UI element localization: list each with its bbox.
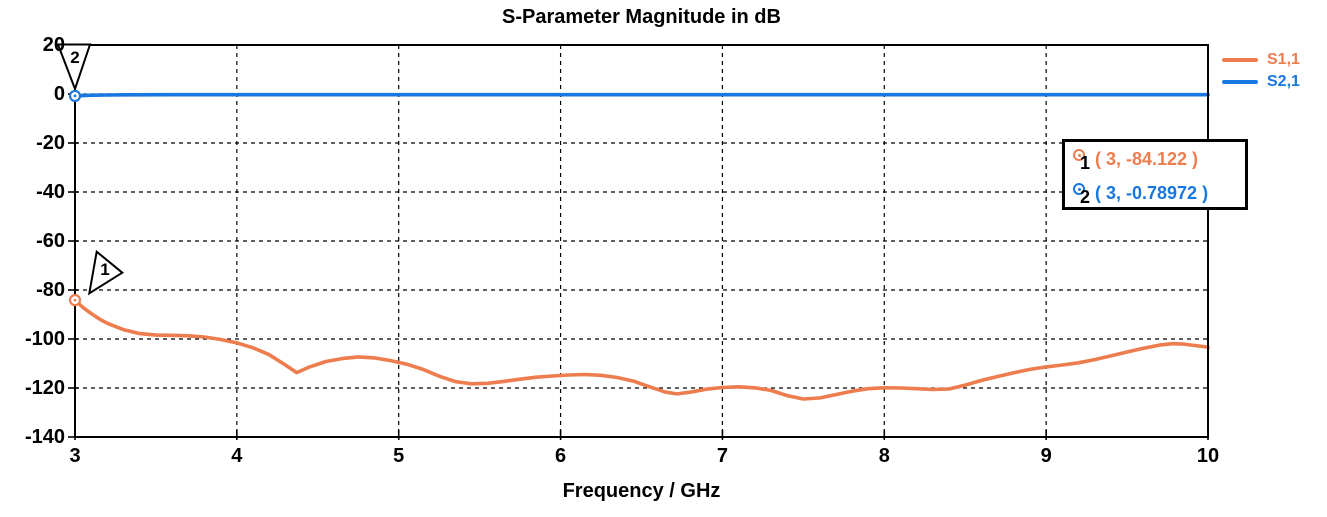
x-tick-label: 8 — [878, 445, 890, 467]
marker-1-glyph: 1 — [1073, 146, 1091, 172]
marker-1-point-dot — [73, 298, 77, 302]
s21-line-swatch-icon — [1222, 80, 1258, 84]
s11-curve[interactable] — [73, 298, 1210, 401]
marker-1-number: 1 — [1080, 153, 1091, 173]
x-tick-label: 6 — [555, 445, 567, 467]
marker-readout-row-2: 2 ( 3, -0.78972 ) — [1073, 180, 1208, 206]
y-tick-label: 20 — [42, 34, 65, 56]
marker-1-flag-number: 1 — [100, 260, 109, 279]
x-tick-label: 5 — [393, 445, 405, 467]
marker-2-flag-number: 2 — [70, 48, 79, 67]
chart-title: S-Parameter Magnitude in dB — [502, 6, 781, 28]
legend: S1,1 S2,1 — [1222, 49, 1300, 93]
x-tick-label: 7 — [716, 445, 728, 467]
marker-2-point-icon — [1073, 183, 1085, 195]
y-tick-label: -20 — [36, 132, 65, 154]
y-tick-label: -80 — [36, 279, 65, 301]
legend-item-s21[interactable]: S2,1 — [1222, 71, 1300, 93]
x-tick-label: 3 — [69, 445, 81, 467]
marker-1-flag[interactable] — [87, 249, 125, 296]
x-axis-title: Frequency / GHz — [562, 480, 721, 502]
y-tick-label: -60 — [36, 230, 65, 252]
y-tick-label: -120 — [24, 377, 65, 399]
marker-readout-box[interactable]: 1 ( 3, -84.122 ) 2 ( 3, -0.78972 ) — [1062, 139, 1248, 210]
marker-1-readout: ( 3, -84.122 ) — [1095, 148, 1199, 169]
marker-2-glyph: 2 — [1073, 180, 1091, 206]
y-tick-label: -140 — [24, 426, 65, 448]
s11-line-swatch-icon — [1222, 58, 1258, 62]
marker-2-flag[interactable] — [56, 43, 92, 92]
marker-2-number: 2 — [1080, 187, 1091, 207]
x-tick-label: 4 — [231, 445, 243, 467]
marker-readout-row-1: 1 ( 3, -84.122 ) — [1073, 146, 1198, 172]
legend-label-s11: S1,1 — [1267, 51, 1300, 68]
legend-label-s21: S2,1 — [1267, 73, 1300, 90]
x-tick-label: 10 — [1196, 445, 1220, 467]
marker-1-point-icon — [1073, 149, 1085, 161]
x-tick-label: 9 — [1040, 445, 1052, 467]
marker-2-readout: ( 3, -0.78972 ) — [1095, 182, 1209, 203]
y-tick-label: -100 — [24, 328, 65, 350]
y-tick-label: 0 — [53, 83, 65, 105]
marker-2-point-dot — [73, 94, 77, 98]
legend-item-s11[interactable]: S1,1 — [1222, 49, 1300, 71]
y-tick-label: -40 — [36, 181, 65, 203]
s21-curve[interactable] — [73, 92, 1210, 98]
